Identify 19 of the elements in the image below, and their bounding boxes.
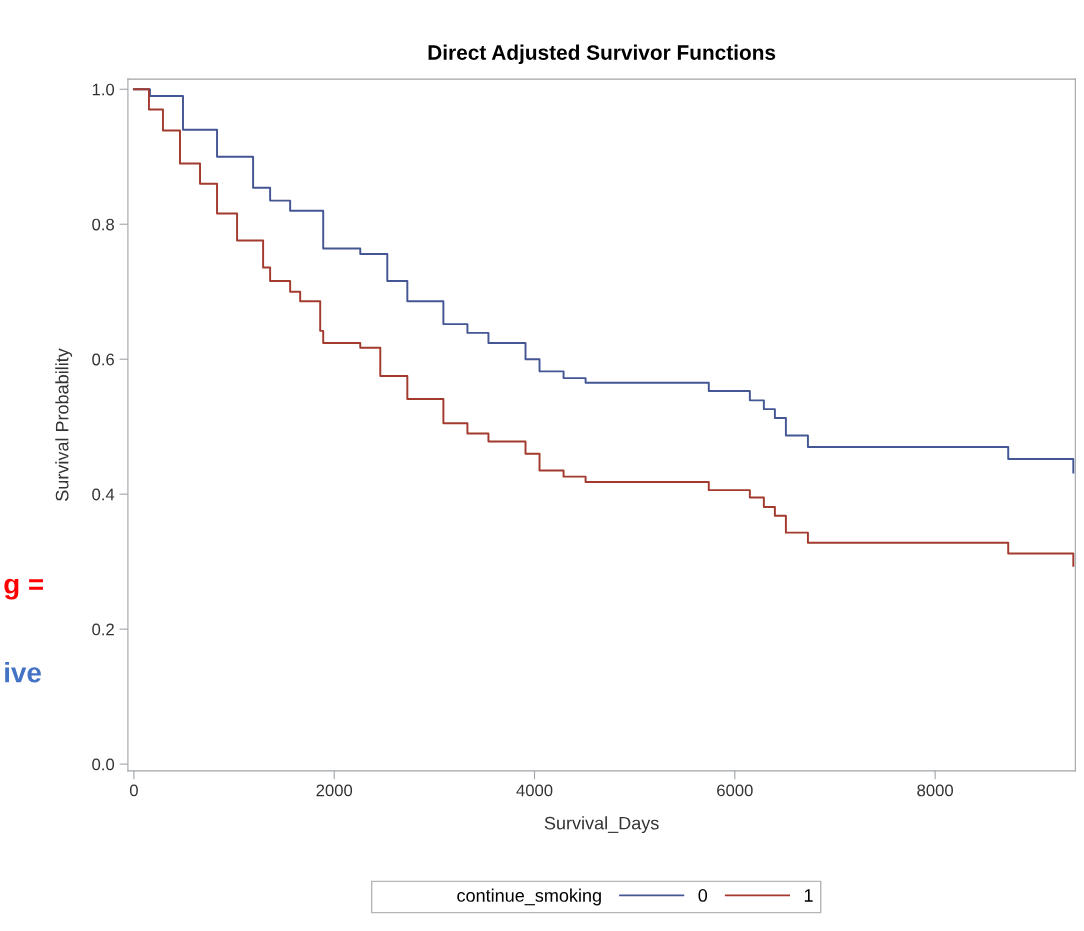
text: ive bbox=[5, 662, 41, 683]
x-tick-label: 6000 bbox=[717, 784, 753, 797]
y-tick-label: 0.0 bbox=[92, 758, 115, 771]
text: g = bbox=[4, 578, 44, 600]
y-tick-label: 0.2 bbox=[92, 623, 114, 636]
legend-label: 0 bbox=[698, 889, 708, 902]
legend-label: 1 bbox=[804, 889, 813, 902]
y-axis-title: Survival Probability bbox=[55, 348, 73, 501]
x-tick-label: 8000 bbox=[917, 784, 954, 797]
chart-title: Direct Adjusted Survivor Functions bbox=[428, 44, 776, 65]
y-tick-label: 0.8 bbox=[92, 218, 114, 231]
y-tick-label: 1.0 bbox=[92, 83, 115, 96]
y-tick-label: 0.6 bbox=[92, 353, 114, 366]
y-tick-label: 0.4 bbox=[92, 488, 115, 501]
x-tick-label: 2000 bbox=[316, 784, 353, 797]
x-tick-label: 4000 bbox=[516, 784, 553, 797]
x-tick-label: 0 bbox=[129, 784, 138, 797]
legend-title: continue_smoking bbox=[457, 888, 601, 906]
x-axis-title: Survival_Days bbox=[544, 816, 659, 834]
